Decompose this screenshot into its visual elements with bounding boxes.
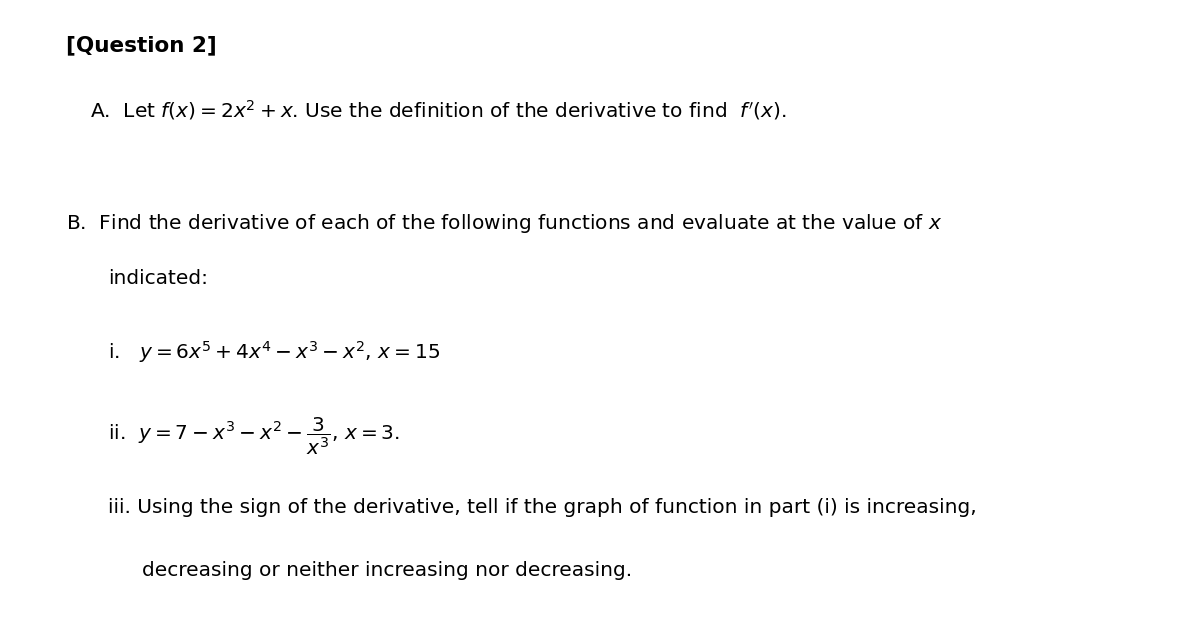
Text: decreasing or neither increasing nor decreasing.: decreasing or neither increasing nor dec… [142, 561, 631, 580]
Text: B.  Find the derivative of each of the following functions and evaluate at the v: B. Find the derivative of each of the fo… [66, 212, 942, 235]
Text: [Question 2]: [Question 2] [66, 35, 217, 55]
Text: A.  Let $f\left(x\right)=2x^{2}+x$. Use the definition of the derivative to find: A. Let $f\left(x\right)=2x^{2}+x$. Use t… [90, 98, 786, 122]
Text: ii.  $y=7-x^{3}-x^{2}-\dfrac{3}{x^{3}}$, $x=3$.: ii. $y=7-x^{3}-x^{2}-\dfrac{3}{x^{3}}$, … [108, 415, 400, 457]
Text: i.   $y=6x^{5}+4x^{4}-x^{3}-x^{2}$, $x=15$: i. $y=6x^{5}+4x^{4}-x^{3}-x^{2}$, $x=15$ [108, 339, 440, 365]
Text: iii. Using the sign of the derivative, tell if the graph of function in part (i): iii. Using the sign of the derivative, t… [108, 498, 977, 517]
Text: indicated:: indicated: [108, 269, 208, 288]
